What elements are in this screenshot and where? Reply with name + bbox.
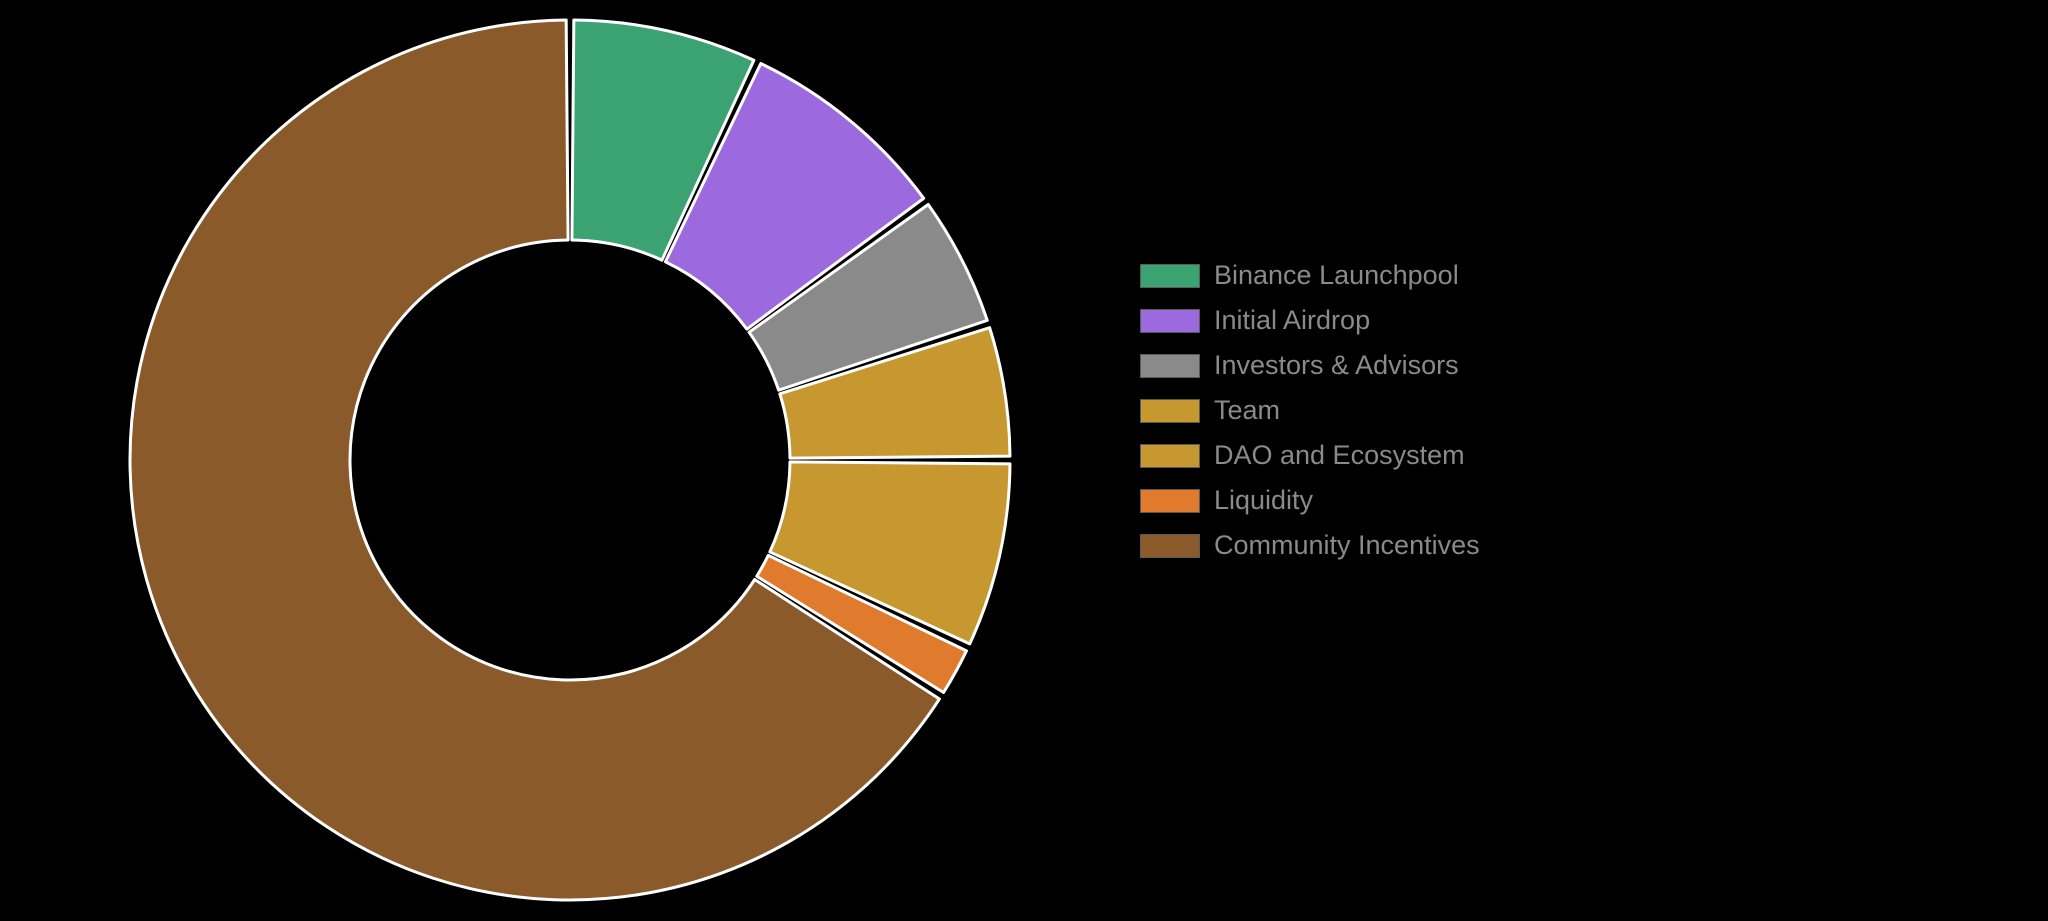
chart-container: Binance Launchpool Initial Airdrop Investo… xyxy=(0,0,2048,921)
legend-label: Team xyxy=(1214,395,1280,426)
legend-label: DAO and Ecosystem xyxy=(1214,440,1465,471)
legend-label: Community Incentives xyxy=(1214,530,1480,561)
legend-swatch xyxy=(1140,309,1200,333)
legend-item[interactable]: Investors & Advisors xyxy=(1140,350,1480,381)
legend-item[interactable]: Initial Airdrop xyxy=(1140,305,1480,336)
legend-swatch xyxy=(1140,399,1200,423)
legend-swatch xyxy=(1140,444,1200,468)
legend-item[interactable]: Liquidity xyxy=(1140,485,1480,516)
legend-item[interactable]: Team xyxy=(1140,395,1480,426)
legend-item[interactable]: Community Incentives xyxy=(1140,530,1480,561)
legend-label: Investors & Advisors xyxy=(1214,350,1459,381)
legend-item[interactable]: DAO and Ecosystem xyxy=(1140,440,1480,471)
legend-label: Liquidity xyxy=(1214,485,1313,516)
legend-item[interactable]: Binance Launchpool xyxy=(1140,260,1480,291)
donut-chart xyxy=(120,10,1020,910)
legend-swatch xyxy=(1140,264,1200,288)
legend-swatch xyxy=(1140,489,1200,513)
chart-legend: Binance Launchpool Initial Airdrop Investo… xyxy=(1140,260,1480,561)
legend-swatch xyxy=(1140,534,1200,558)
legend-label: Initial Airdrop xyxy=(1214,305,1370,336)
legend-label: Binance Launchpool xyxy=(1214,260,1459,291)
legend-swatch xyxy=(1140,354,1200,378)
